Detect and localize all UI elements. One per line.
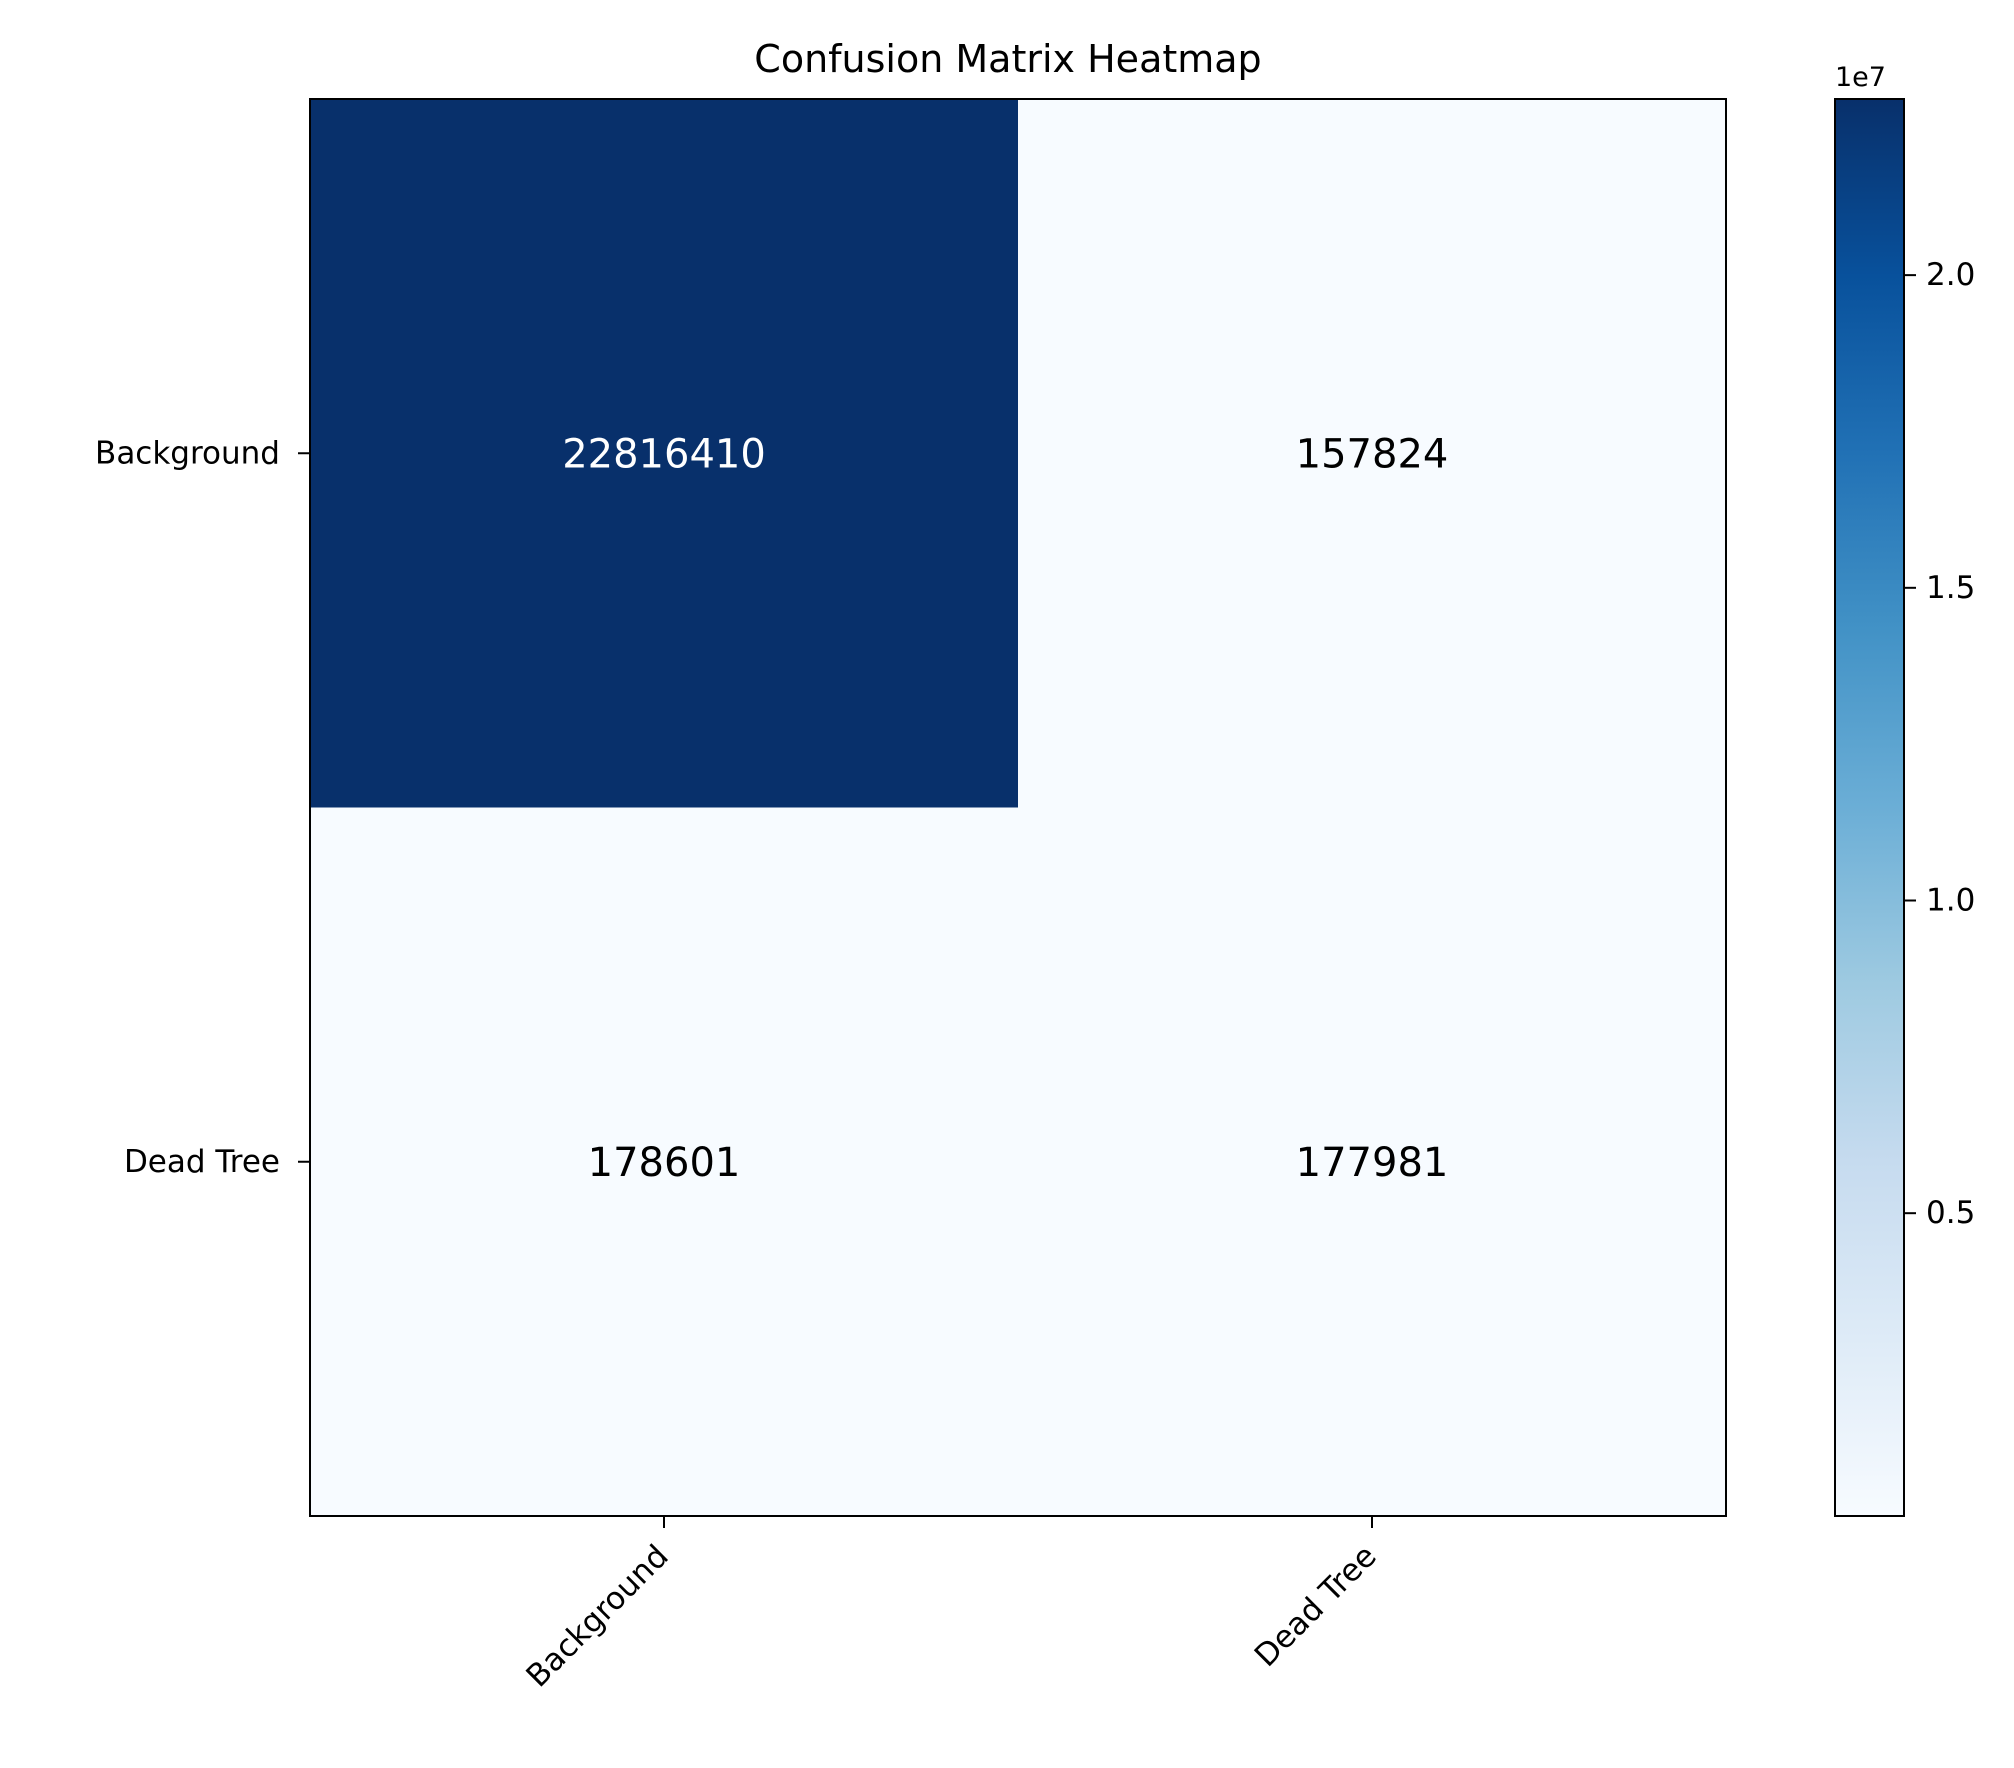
colorbar-tick-label: 1.0 <box>1926 882 1975 918</box>
heatmap-cell-label: 22816410 <box>562 431 766 477</box>
heatmap-cells <box>310 99 1727 1517</box>
colorbar-ticks: 0.5 1.0 1.5 2.0 <box>1904 257 1975 1231</box>
heatmap-cell <box>310 99 1019 808</box>
heatmap-cell-labels: 22816410 157824 178601 177981 <box>562 431 1448 1186</box>
colorbar-offset-label: 1e7 <box>1835 62 1886 93</box>
colorbar-tick-label: 1.5 <box>1926 570 1975 606</box>
heatmap-cell-label: 178601 <box>588 1140 741 1186</box>
y-tick-label: Dead Tree <box>124 1144 280 1180</box>
heatmap-cell <box>310 807 1019 1517</box>
colorbar-tick-label: 0.5 <box>1926 1195 1975 1231</box>
chart-title: Confusion Matrix Heatmap <box>754 37 1261 81</box>
x-tick-label: Dead Tree <box>1248 1538 1384 1674</box>
heatmap-cell <box>1018 807 1727 1517</box>
plot-frame <box>309 98 1727 1517</box>
heatmap-cell-label: 157824 <box>1296 431 1449 477</box>
heatmap-cell <box>1018 99 1727 808</box>
x-tick-label: Background <box>519 1538 675 1694</box>
colorbar-tick-label: 2.0 <box>1926 257 1975 293</box>
x-axis: Background Dead Tree <box>519 1516 1384 1694</box>
colorbar <box>1834 98 1905 1517</box>
heatmap-cell-label: 177981 <box>1296 1140 1449 1186</box>
y-tick-label: Background <box>95 435 280 471</box>
y-axis: Background Dead Tree <box>95 435 310 1180</box>
